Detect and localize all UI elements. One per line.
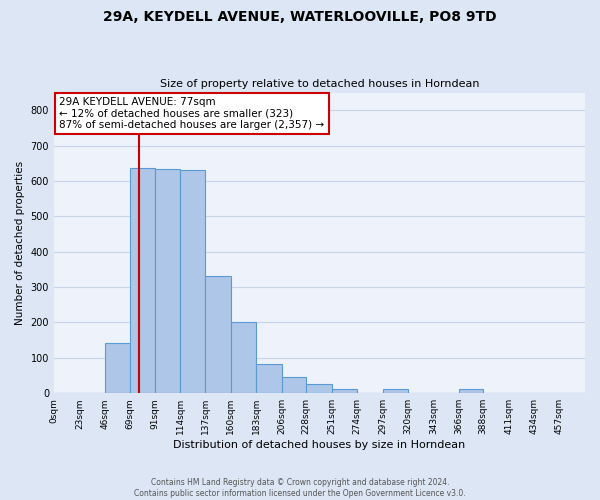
Bar <box>155 170 180 393</box>
Bar <box>205 276 231 393</box>
Bar <box>459 389 483 393</box>
Bar <box>383 389 408 393</box>
Text: 29A KEYDELL AVENUE: 77sqm
← 12% of detached houses are smaller (323)
87% of semi: 29A KEYDELL AVENUE: 77sqm ← 12% of detac… <box>59 97 325 130</box>
Bar <box>231 322 256 393</box>
Bar <box>105 342 130 393</box>
Bar <box>130 168 155 393</box>
X-axis label: Distribution of detached houses by size in Horndean: Distribution of detached houses by size … <box>173 440 466 450</box>
Bar <box>282 377 306 393</box>
Text: Contains HM Land Registry data © Crown copyright and database right 2024.
Contai: Contains HM Land Registry data © Crown c… <box>134 478 466 498</box>
Bar <box>180 170 205 393</box>
Title: Size of property relative to detached houses in Horndean: Size of property relative to detached ho… <box>160 79 479 89</box>
Bar <box>256 364 282 393</box>
Text: 29A, KEYDELL AVENUE, WATERLOOVILLE, PO8 9TD: 29A, KEYDELL AVENUE, WATERLOOVILLE, PO8 … <box>103 10 497 24</box>
Bar <box>534 392 560 393</box>
Bar <box>332 388 357 393</box>
Bar <box>54 392 79 393</box>
Bar <box>306 384 332 393</box>
Y-axis label: Number of detached properties: Number of detached properties <box>15 161 25 325</box>
